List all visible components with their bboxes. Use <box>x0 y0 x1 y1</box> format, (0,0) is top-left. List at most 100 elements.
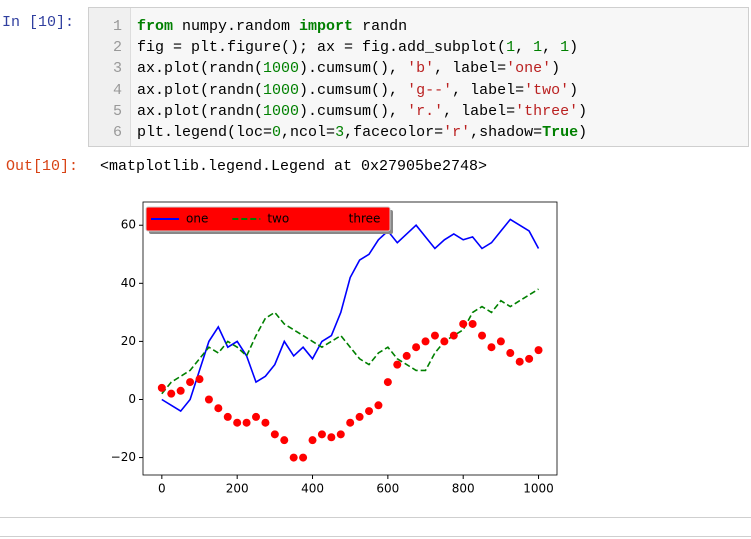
data-point <box>421 337 430 346</box>
code-token: ) <box>551 60 561 78</box>
separator <box>0 517 751 518</box>
data-point <box>261 418 270 427</box>
code-token: 'b' <box>407 60 435 78</box>
code-token: ax.plot(randn( <box>137 60 264 78</box>
code-token: ) <box>569 81 579 99</box>
data-point <box>365 407 374 416</box>
y-tick-label: 0 <box>128 392 136 406</box>
x-tick-label: 600 <box>376 482 399 496</box>
code-token: 1 <box>506 39 516 57</box>
data-point <box>393 360 402 369</box>
data-point <box>242 418 251 427</box>
line-gutter: 1 2 3 4 5 6 <box>89 8 131 146</box>
data-point <box>459 319 468 328</box>
y-tick-label: −20 <box>111 450 136 464</box>
code-token: 3 <box>335 123 345 141</box>
data-point <box>223 412 232 421</box>
data-point <box>280 436 289 445</box>
data-point <box>383 378 392 387</box>
code-token: 'r.' <box>407 102 444 120</box>
data-point <box>195 375 204 384</box>
code-token: 'r' <box>443 123 471 141</box>
code-cell[interactable]: 1 2 3 4 5 6 from numpy.random import randn fig… <box>88 7 749 147</box>
code-token: fig = plt.figure(); ax = fig.add_subplot… <box>137 39 507 57</box>
output-text: <matplotlib.legend.Legend at 0x27905be27… <box>100 158 488 175</box>
data-point <box>346 418 355 427</box>
code-token: ).cumsum(), <box>299 102 408 120</box>
x-tick-label: 1000 <box>523 482 554 496</box>
code-token: ,facecolor= <box>344 123 444 141</box>
code-token: , label= <box>443 102 516 120</box>
data-point <box>440 337 449 346</box>
code-token: ).cumsum(), <box>299 60 408 78</box>
legend-label: one <box>186 212 208 226</box>
code-token: import <box>299 18 354 35</box>
axes-frame <box>142 201 558 476</box>
data-point <box>534 346 543 355</box>
x-tick-label: 800 <box>452 482 475 496</box>
line-number: 3 <box>112 60 122 78</box>
code-token: 'one' <box>506 60 552 78</box>
code-token: ,shadow= <box>470 123 543 141</box>
output-prompt: Out[10]: <box>6 158 79 175</box>
series-line <box>161 288 539 395</box>
code-token: True <box>542 123 579 141</box>
data-point <box>374 401 383 410</box>
code-token: numpy.random <box>173 18 300 35</box>
data-point <box>496 337 505 346</box>
x-tick-label: 0 <box>158 482 166 496</box>
code-token: randn <box>353 18 408 35</box>
plot-area <box>143 202 557 475</box>
data-point <box>308 436 317 445</box>
data-point <box>270 430 279 439</box>
code-token: 1000 <box>263 81 300 99</box>
code-token: 1000 <box>263 60 300 78</box>
data-point <box>402 351 411 360</box>
data-point <box>506 349 515 358</box>
legend <box>145 206 391 232</box>
separator <box>0 536 751 537</box>
data-point <box>214 404 223 413</box>
code-token: from <box>137 18 174 35</box>
code-token: , <box>515 39 534 57</box>
line-number: 4 <box>112 81 122 99</box>
legend-label: three <box>349 212 381 226</box>
code-token: ) <box>578 123 588 141</box>
code-token: , label= <box>434 60 507 78</box>
series-line <box>161 218 540 413</box>
code-token: 'g--' <box>407 81 453 99</box>
code-token: , <box>542 39 561 57</box>
data-point <box>449 331 458 340</box>
code: from numpy.random import randn fig = plt.… <box>137 16 587 143</box>
data-point <box>167 389 176 398</box>
data-point <box>487 343 496 352</box>
code-token: 0 <box>272 123 282 141</box>
code-token: ax.plot(randn( <box>137 102 264 120</box>
code-token: , label= <box>452 81 525 99</box>
data-point <box>157 383 166 392</box>
data-point <box>525 354 534 363</box>
legend-marker <box>324 216 331 222</box>
data-point <box>176 386 185 395</box>
data-point <box>327 433 336 442</box>
code-token: 1 <box>560 39 570 57</box>
data-point <box>299 453 308 462</box>
data-point <box>317 430 326 439</box>
code-token: 'three' <box>515 102 579 120</box>
data-point <box>412 343 421 352</box>
line-number: 6 <box>112 123 122 141</box>
input-prompt: In [10]: <box>2 14 75 31</box>
code-token: 1 <box>533 39 543 57</box>
line-number: 2 <box>112 39 122 57</box>
data-point <box>515 357 524 366</box>
data-point <box>204 395 213 404</box>
y-tick-label: 60 <box>121 218 136 232</box>
line-number: 5 <box>112 102 122 120</box>
legend-label: two <box>267 212 289 226</box>
data-point <box>252 412 261 421</box>
data-point <box>186 378 195 387</box>
code-token: ) <box>578 102 588 120</box>
code-line: ax.plot(randn(1000).cumsum(), 'g--', lab… <box>137 80 587 101</box>
code-token: 'two' <box>524 81 570 99</box>
